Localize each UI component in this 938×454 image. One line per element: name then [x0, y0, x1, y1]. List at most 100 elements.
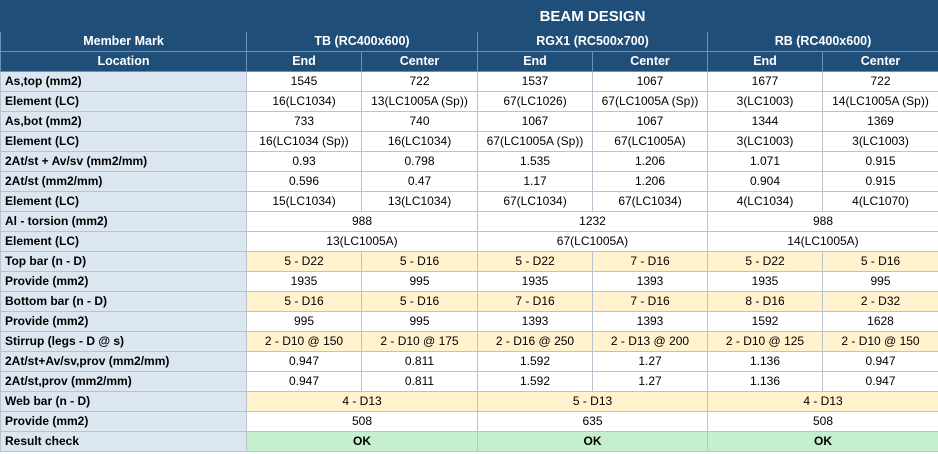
value-cell: 16(LC1034) [246, 91, 362, 112]
merged-cell: 988 [246, 211, 478, 232]
title-corner [0, 0, 247, 32]
value-cell: 1067 [592, 111, 708, 132]
row-label: Element (LC) [0, 91, 247, 112]
input-cell[interactable]: 5 - D16 [361, 251, 478, 272]
table-row: Stirrup (legs - D @ s) 2 - D10 @ 150 2 - D… [0, 331, 938, 352]
table-row: Provide (mm2) 1935 995 1935 1393 1935 995 [0, 271, 938, 292]
value-cell: 1935 [246, 271, 362, 292]
value-cell: 14(LC1005A (Sp)) [822, 91, 938, 112]
location-label: Location [0, 51, 247, 72]
input-cell[interactable]: 2 - D10 @ 150 [822, 331, 938, 352]
value-cell: 0.47 [361, 171, 478, 192]
merged-cell: 13(LC1005A) [246, 231, 478, 252]
value-cell: 1067 [592, 71, 708, 92]
result-check-cell: OK [246, 431, 478, 452]
value-cell: 67(LC1026) [477, 91, 593, 112]
value-cell: 67(LC1005A (Sp)) [477, 131, 593, 152]
value-cell: 1393 [477, 311, 593, 332]
beam-name-rb: RB (RC400x600) [707, 31, 938, 52]
input-cell[interactable]: 7 - D16 [592, 291, 708, 312]
location-end: End [246, 51, 362, 72]
value-cell: 67(LC1034) [477, 191, 593, 212]
input-cell[interactable]: 2 - D32 [822, 291, 938, 312]
input-cell[interactable]: 5 - D22 [707, 251, 823, 272]
row-label: Web bar (n - D) [0, 391, 247, 412]
value-cell: 1.136 [707, 371, 823, 392]
merged-cell[interactable]: 4 - D13 [246, 391, 478, 412]
input-cell[interactable]: 7 - D16 [477, 291, 593, 312]
beam-name-rgx1: RGX1 (RC500x700) [477, 31, 708, 52]
location-row: Location End Center End Center End Cente… [0, 51, 938, 72]
table-row: Result check OK OK OK [0, 431, 938, 452]
value-cell: 13(LC1005A (Sp)) [361, 91, 478, 112]
value-cell: 0.915 [822, 151, 938, 172]
value-cell: 733 [246, 111, 362, 132]
row-label: As,bot (mm2) [0, 111, 247, 132]
table-row: As,bot (mm2) 733 740 1067 1067 1344 1369 [0, 111, 938, 132]
value-cell: 1393 [592, 271, 708, 292]
table-row: 2At/st + Av/sv (mm2/mm) 0.93 0.798 1.535 1.2… [0, 151, 938, 172]
row-label: Al - torsion (mm2) [0, 211, 247, 232]
table-row: Web bar (n - D) 4 - D13 5 - D13 4 - D13 [0, 391, 938, 412]
merged-cell[interactable]: 4 - D13 [707, 391, 938, 412]
result-check-cell: OK [477, 431, 708, 452]
beam-name-tb: TB (RC400x600) [246, 31, 478, 52]
value-cell: 995 [822, 271, 938, 292]
table-row: Al - torsion (mm2) 988 1232 988 [0, 211, 938, 232]
value-cell: 1344 [707, 111, 823, 132]
input-cell[interactable]: 5 - D22 [246, 251, 362, 272]
value-cell: 740 [361, 111, 478, 132]
merged-cell: 635 [477, 411, 708, 432]
location-center: Center [361, 51, 478, 72]
value-cell: 3(LC1003) [707, 91, 823, 112]
result-check-cell: OK [707, 431, 938, 452]
value-cell: 995 [246, 311, 362, 332]
merged-cell: 508 [246, 411, 478, 432]
row-label: 2At/st,prov (mm2/mm) [0, 371, 247, 392]
row-label: Provide (mm2) [0, 271, 247, 292]
input-cell[interactable]: 2 - D16 @ 250 [477, 331, 593, 352]
location-end: End [477, 51, 593, 72]
input-cell[interactable]: 2 - D10 @ 175 [361, 331, 478, 352]
value-cell: 67(LC1005A (Sp)) [592, 91, 708, 112]
input-cell[interactable]: 5 - D22 [477, 251, 593, 272]
input-cell[interactable]: 2 - D13 @ 200 [592, 331, 708, 352]
table-row: Top bar (n - D) 5 - D22 5 - D16 5 - D22 7 - … [0, 251, 938, 272]
title-row: BEAM DESIGN [0, 0, 938, 32]
input-cell[interactable]: 2 - D10 @ 125 [707, 331, 823, 352]
table-row: Provide (mm2) 508 635 508 [0, 411, 938, 432]
merged-cell: 508 [707, 411, 938, 432]
row-label: Element (LC) [0, 231, 247, 252]
value-cell: 1.592 [477, 351, 593, 372]
value-cell: 995 [361, 311, 478, 332]
row-label: Element (LC) [0, 191, 247, 212]
row-label: Provide (mm2) [0, 311, 247, 332]
row-label: Provide (mm2) [0, 411, 247, 432]
input-cell[interactable]: 2 - D10 @ 150 [246, 331, 362, 352]
value-cell: 0.93 [246, 151, 362, 172]
input-cell[interactable]: 5 - D16 [361, 291, 478, 312]
table-row: Element (LC) 15(LC1034) 13(LC1034) 67(LC103… [0, 191, 938, 212]
table-row: Element (LC) 13(LC1005A) 67(LC1005A) 14(LC1… [0, 231, 938, 252]
table-row: Element (LC) 16(LC1034) 13(LC1005A (Sp)) 67… [0, 91, 938, 112]
row-label: 2At/st (mm2/mm) [0, 171, 247, 192]
input-cell[interactable]: 8 - D16 [707, 291, 823, 312]
value-cell: 0.811 [361, 351, 478, 372]
input-cell[interactable]: 5 - D16 [246, 291, 362, 312]
table-row: Element (LC) 16(LC1034 (Sp)) 16(LC1034) 67(… [0, 131, 938, 152]
location-center: Center [822, 51, 938, 72]
merged-cell: 988 [707, 211, 938, 232]
value-cell: 722 [361, 71, 478, 92]
location-end: End [707, 51, 823, 72]
table-row: Provide (mm2) 995 995 1393 1393 1592 1628 [0, 311, 938, 332]
input-cell[interactable]: 7 - D16 [592, 251, 708, 272]
value-cell: 13(LC1034) [361, 191, 478, 212]
table-row: 2At/st (mm2/mm) 0.596 0.47 1.17 1.206 0.904 0.… [0, 171, 938, 192]
value-cell: 0.596 [246, 171, 362, 192]
merged-cell[interactable]: 5 - D13 [477, 391, 708, 412]
value-cell: 0.947 [246, 351, 362, 372]
value-cell: 1.206 [592, 171, 708, 192]
value-cell: 1592 [707, 311, 823, 332]
input-cell[interactable]: 5 - D16 [822, 251, 938, 272]
